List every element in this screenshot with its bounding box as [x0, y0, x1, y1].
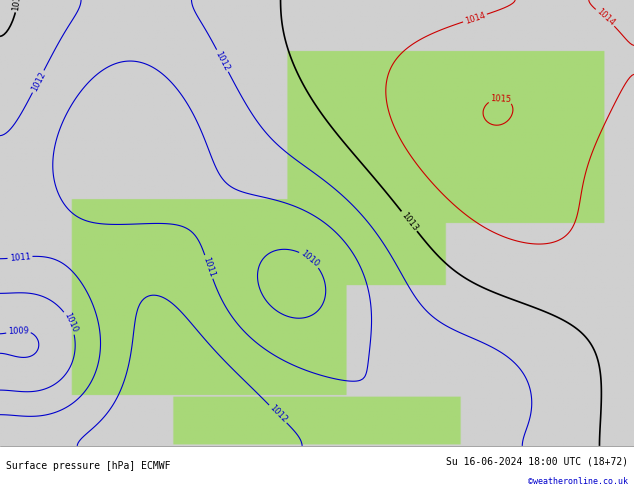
- Text: 1014: 1014: [463, 10, 486, 25]
- Text: 1009: 1009: [8, 326, 29, 336]
- Text: 1015: 1015: [489, 94, 511, 104]
- Text: Su 16-06-2024 18:00 UTC (18+72): Su 16-06-2024 18:00 UTC (18+72): [446, 456, 628, 466]
- Text: 1013: 1013: [399, 210, 419, 232]
- Text: 1012: 1012: [214, 49, 231, 72]
- Text: 1011: 1011: [201, 255, 216, 278]
- Text: 1013: 1013: [11, 0, 23, 11]
- Text: 1014: 1014: [595, 7, 616, 28]
- Text: 1012: 1012: [29, 70, 47, 93]
- Text: 1010: 1010: [61, 312, 79, 334]
- Text: 1010: 1010: [299, 249, 321, 269]
- Text: 1012: 1012: [268, 403, 288, 424]
- Text: Surface pressure [hPa] ECMWF: Surface pressure [hPa] ECMWF: [6, 461, 171, 471]
- Text: ©weatheronline.co.uk: ©weatheronline.co.uk: [527, 477, 628, 486]
- Text: 1011: 1011: [9, 252, 31, 263]
